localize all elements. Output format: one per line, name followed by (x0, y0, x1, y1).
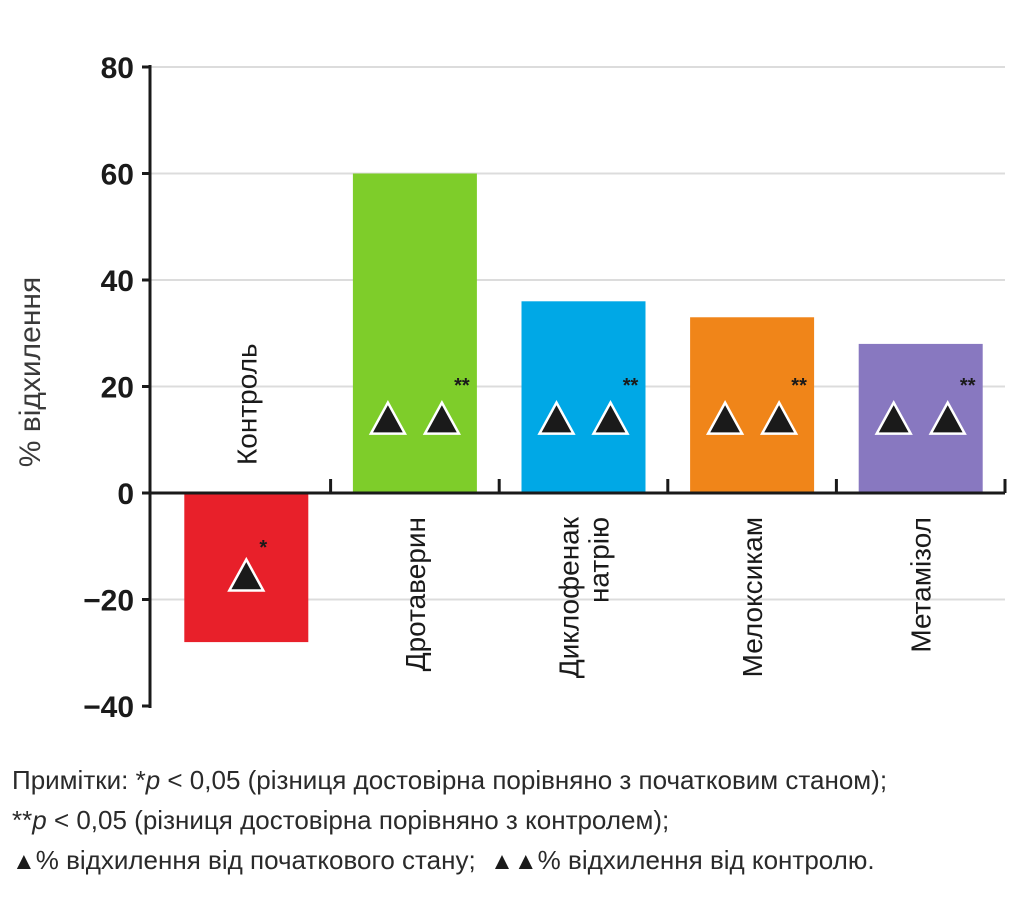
category-label: Мелоксикам (737, 517, 768, 677)
single-triangle-icon: ▲ (12, 848, 36, 875)
bar (690, 317, 815, 493)
bar-markers: *** ** ** ** (227, 375, 976, 592)
triangle-marker (705, 400, 745, 435)
significance-label: ** (623, 375, 639, 397)
triangle-marker (537, 400, 576, 435)
note-line-1: Примітки: *p < 0,05 (різниця достовірна … (12, 760, 1012, 800)
triangle-marker (227, 556, 266, 592)
axes (142, 65, 1007, 708)
y-tick-label: 80 (101, 52, 134, 85)
significance-label: ** (454, 375, 470, 397)
triangle-marker (874, 400, 913, 435)
chart-notes: Примітки: *p < 0,05 (різниця достовірна … (12, 760, 1012, 882)
significance-label: ** (960, 375, 976, 397)
double-triangle-icon: ▲▲ (490, 848, 538, 875)
note-3-text-1: % відхилення від початкового стану; (35, 845, 476, 875)
note-line-3: ▲% відхилення від початкового стану; ▲▲%… (12, 840, 1012, 882)
triangle-marker (591, 400, 630, 435)
bars (184, 173, 983, 643)
note-1-p: p (145, 765, 161, 795)
note-3-text-2: % відхилення від контролю. (537, 845, 875, 875)
y-tick-label: 20 (101, 372, 134, 405)
y-tick-labels: 80 60 40 20 0 −20 −40 (83, 52, 134, 724)
bar-chart: 80 60 40 20 0 −20 −40 Контроль Дротаверин Диклоф… (14, 52, 1007, 724)
bar (858, 343, 983, 493)
triangle-marker (368, 400, 408, 435)
note-line-2: **p < 0,05 (різниця достовірна порівняно… (12, 800, 1012, 840)
y-tick-label: −20 (83, 585, 134, 618)
note-1-prefix: Примітки: * (12, 765, 146, 795)
y-tick-label: 60 (101, 159, 134, 192)
category-labels: Контроль Дротаверин Диклофенак натрію Мелокс… (231, 343, 936, 678)
category-label: Контроль (231, 343, 262, 465)
category-label: Диклофенак (554, 516, 585, 678)
note-2-prefix: ** (12, 805, 33, 835)
note-1-text: < 0,05 (різниця достовірна порівняно з п… (160, 765, 888, 795)
note-2-text: < 0,05 (різниця достовірна порівняно з к… (46, 805, 670, 835)
category-label: натрію (584, 517, 615, 603)
triangle-marker (759, 400, 799, 435)
significance-label: * (259, 537, 267, 559)
note-2-p: p (32, 805, 47, 835)
category-label: Дротаверин (400, 517, 431, 671)
triangle-marker (928, 400, 967, 435)
significance-label: ** (791, 375, 807, 397)
category-label: Метамізол (906, 517, 937, 653)
y-tick-label: −40 (83, 691, 134, 724)
y-tick-label: 0 (117, 478, 134, 511)
triangle-marker (422, 400, 462, 435)
y-axis-label: % відхилення (14, 277, 47, 467)
y-tick-label: 40 (101, 265, 134, 298)
bar (521, 301, 646, 493)
bar (352, 173, 477, 493)
